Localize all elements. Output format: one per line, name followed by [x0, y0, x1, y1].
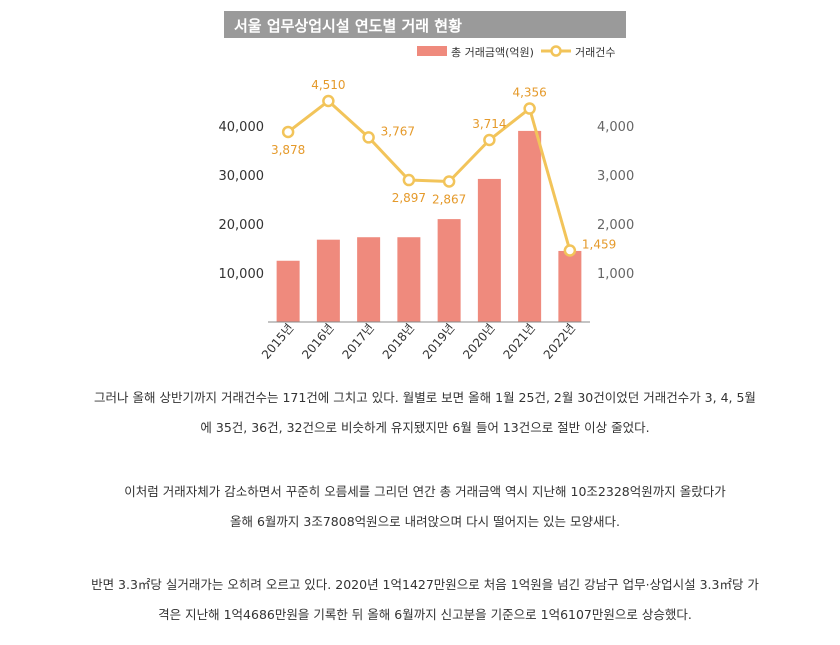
x-tick-label: 2016년	[299, 321, 336, 362]
line-point-label: 3,878	[271, 143, 305, 157]
line-point-label: 2,897	[392, 191, 426, 205]
x-tick-label: 2017년	[339, 321, 376, 362]
line-point	[563, 244, 577, 257]
x-tick-label: 2022년	[541, 321, 578, 362]
paragraph-3-line-1: 반면 3.3㎡당 실거래가는 오히려 오르고 있다. 2020년 1억1427만…	[91, 577, 759, 592]
x-tick-label: 2015년	[259, 321, 296, 362]
y-left-tick-label: 10,000	[219, 267, 265, 282]
y-left-tick-label: 40,000	[219, 120, 265, 135]
x-tick-label: 2021년	[500, 321, 537, 362]
x-tick-label: 2020년	[460, 321, 497, 362]
y-right-tick-label: 4,000	[597, 120, 634, 135]
line-point-label: 2,867	[432, 193, 466, 207]
paragraph-3: 반면 3.3㎡당 실거래가는 오히려 오르고 있다. 2020년 1억1427만…	[60, 570, 790, 630]
bar	[397, 237, 421, 322]
y-left-tick-label: 30,000	[219, 169, 265, 184]
line-series	[287, 99, 572, 251]
line-point	[402, 173, 416, 187]
bar	[518, 130, 542, 322]
paragraph-1-line-1: 그러나 올해 상반기까지 거래건수는 171건에 그치고 있다. 월별로 보면 …	[94, 390, 756, 405]
line-point	[523, 102, 536, 115]
paragraph-1: 그러나 올해 상반기까지 거래건수는 171건에 그치고 있다. 월별로 보면 …	[60, 383, 790, 443]
bar	[477, 178, 501, 322]
bar	[437, 219, 461, 322]
line-point	[442, 175, 456, 188]
line-point	[281, 125, 295, 139]
line-point-label: 4,510	[311, 78, 345, 92]
y-right-tick-label: 3,000	[597, 169, 634, 184]
chart: 10,000 20,000 30,000 40,000 1,000 2,000 3,000 4…	[219, 45, 634, 362]
line-point-label: 1,459	[582, 238, 616, 252]
paragraph-2-line-2: 올해 6월까지 3조7808억원으로 내려앉으며 다시 떨어지는 있는 모양새다…	[229, 514, 620, 529]
line-point-label: 4,356	[512, 86, 546, 100]
paragraph-1-line-2: 에 35건, 36건, 32건으로 비슷하게 유지됐지만 6월 들어 13건으로…	[200, 420, 650, 435]
y-left-tick-label: 20,000	[219, 218, 265, 233]
bar	[357, 237, 381, 322]
chart-title-bar: 서울 업무상업시설 연도별 거래 현황	[224, 11, 626, 38]
bar	[558, 250, 582, 322]
line-point	[362, 131, 375, 144]
chart-title: 서울 업무상업시설 연도별 거래 현황	[234, 17, 462, 35]
legend-swatch-marker	[550, 45, 562, 57]
legend-swatch-bar	[417, 46, 447, 56]
bar	[316, 239, 340, 322]
bar	[276, 260, 300, 322]
line-point	[322, 94, 335, 108]
paragraph-3-line-2: 격은 지난해 1억4686만원을 기록한 뒤 올해 6월까지 신고분을 기준으로…	[158, 607, 692, 622]
line-point-label: 3,767	[381, 124, 415, 138]
y-right-tick-label: 1,000	[597, 267, 634, 282]
paragraph-2-line-1: 이처럼 거래자체가 감소하면서 꾸준히 오름세를 그리던 연간 총 거래금액 역…	[124, 484, 726, 499]
x-tick-label: 2019년	[420, 321, 457, 362]
y-right-tick-label: 2,000	[597, 218, 634, 233]
legend-label-line: 거래건수	[575, 46, 615, 59]
legend-label-bar: 총 거래금액(억원)	[451, 46, 534, 59]
line-point	[483, 133, 496, 147]
line-point-label: 3,714	[472, 117, 506, 131]
x-tick-label: 2018년	[380, 321, 417, 362]
paragraph-2: 이처럼 거래자체가 감소하면서 꾸준히 오름세를 그리던 연간 총 거래금액 역…	[60, 477, 790, 537]
